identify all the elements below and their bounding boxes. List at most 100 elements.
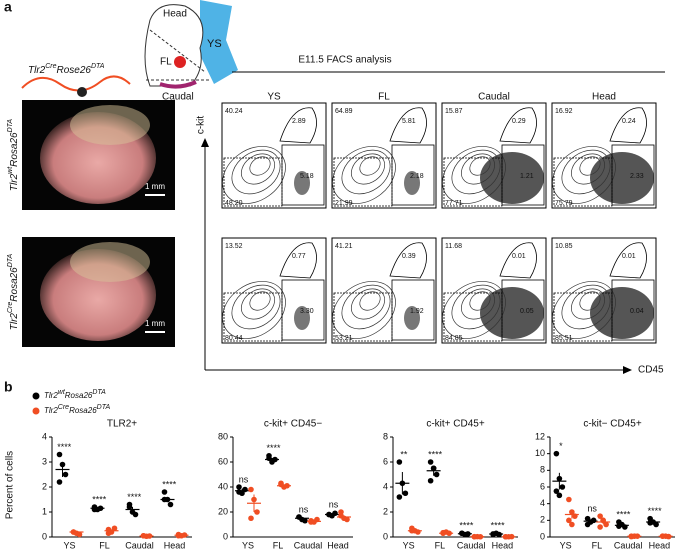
diagram-label: Head: [163, 9, 187, 20]
x-tick-label: YS: [403, 540, 415, 549]
y-tick-label: 0: [383, 531, 388, 541]
data-point: [569, 521, 575, 528]
yolk-membrane: [70, 105, 150, 145]
y-tick-label: 3: [42, 456, 47, 466]
data-point: [161, 489, 168, 495]
legend-marker: [32, 392, 40, 400]
y-tick-label: 2: [383, 506, 388, 516]
data-point: [616, 523, 622, 529]
gate-value: 77.71: [445, 200, 463, 207]
caudal-region: [159, 80, 197, 89]
x-tick-label: FL: [273, 540, 284, 549]
superscript: DTA: [92, 389, 106, 396]
panel-label: b: [4, 379, 13, 395]
gate: [553, 292, 613, 342]
data-point: [433, 471, 440, 478]
gate-value: 15.87: [445, 108, 463, 115]
genotype-label: Tlr2wtRosa26DTA: [7, 119, 19, 192]
significance: ****: [491, 521, 506, 531]
x-tick-label: Caudal: [125, 540, 154, 549]
contour: [240, 288, 276, 320]
gate-value: 0.05: [520, 308, 534, 315]
event-cloud: [404, 171, 420, 195]
gate: [333, 292, 393, 342]
gate-value: 13.52: [225, 243, 243, 250]
diagram-label: YS: [207, 38, 222, 50]
facs-plot: [331, 102, 437, 209]
x-tick-label: FL: [435, 540, 446, 549]
event-cloud: [480, 152, 544, 204]
facs-plot: [221, 102, 327, 209]
y-axis-label: c-kit: [196, 116, 207, 135]
data-point: [332, 510, 338, 517]
column-header: Caudal: [478, 92, 510, 103]
x-tick-label: Caudal: [614, 540, 643, 549]
superscript: Cre: [58, 404, 69, 411]
data-point: [248, 486, 254, 493]
gate-value: 2.33: [630, 173, 644, 180]
y-tick-label: 2: [540, 515, 545, 525]
data-point: [278, 480, 284, 487]
data-point: [566, 496, 572, 503]
y-tick-label: 6: [540, 481, 545, 491]
gate-value: 0.24: [622, 118, 636, 125]
gate-value: 3.30: [300, 308, 314, 315]
significance: *: [559, 441, 563, 451]
data-point: [590, 517, 597, 524]
contour: [359, 291, 381, 311]
cross-line: [21, 75, 131, 92]
event-cloud: [294, 171, 310, 195]
contour: [341, 149, 391, 195]
y-tick-label: 4: [42, 431, 47, 441]
gene-name: Tlr2: [28, 65, 46, 76]
genotype-label: Tlr2CreRose26DTA: [28, 63, 105, 75]
data-point: [266, 455, 272, 462]
gate: [389, 242, 427, 279]
x-tick-label: Head: [492, 540, 514, 549]
y-tick-label: 60: [218, 456, 228, 466]
data-point: [56, 479, 63, 485]
data-point: [556, 492, 563, 499]
data-point: [344, 516, 350, 523]
gene-name: Tlr2: [44, 391, 58, 400]
gate-value: 48.20: [225, 200, 243, 207]
skull-icon: [77, 87, 87, 97]
chart-title: c-kit+ CD45−: [264, 419, 323, 430]
data-point: [236, 484, 242, 490]
contour: [460, 288, 496, 320]
gate-value: 0.04: [630, 308, 644, 315]
data-point: [440, 529, 446, 536]
gate-value: 2.89: [292, 118, 306, 125]
arrow-head: [201, 138, 209, 147]
gate-value: 41.21: [335, 243, 353, 250]
data-point: [76, 531, 83, 538]
data-point: [242, 486, 248, 493]
data-point: [296, 514, 302, 520]
data-point: [132, 511, 139, 518]
contour: [561, 284, 611, 330]
contour: [570, 288, 606, 320]
x-tick-label: Head: [164, 540, 186, 549]
gate-value: 40.24: [225, 108, 243, 115]
genotype-label: Tlr2CreRosa26DTA: [7, 253, 19, 330]
column-header: YS: [267, 92, 281, 103]
event-cloud: [480, 287, 544, 339]
column-header: FL: [378, 92, 390, 103]
gene-name: Tlr2: [9, 173, 20, 191]
y-tick-label: 2: [42, 481, 47, 491]
data-point: [584, 521, 591, 528]
contour: [341, 284, 391, 330]
chart-title: c-kit+ CD45+: [426, 419, 485, 430]
gate: [499, 242, 537, 279]
y-axis-label: Percent of cells: [5, 451, 16, 519]
significance: ****: [266, 443, 281, 453]
gate: [443, 157, 503, 207]
superscript: DTA: [7, 119, 14, 133]
gate-value: 0.01: [512, 253, 526, 260]
x-tick-label: Head: [327, 540, 349, 549]
gate-value: 11.68: [445, 243, 462, 250]
contour: [451, 284, 501, 330]
y-tick-label: 4: [383, 481, 388, 491]
significance: ns: [299, 504, 309, 514]
significance: ****: [92, 494, 107, 504]
